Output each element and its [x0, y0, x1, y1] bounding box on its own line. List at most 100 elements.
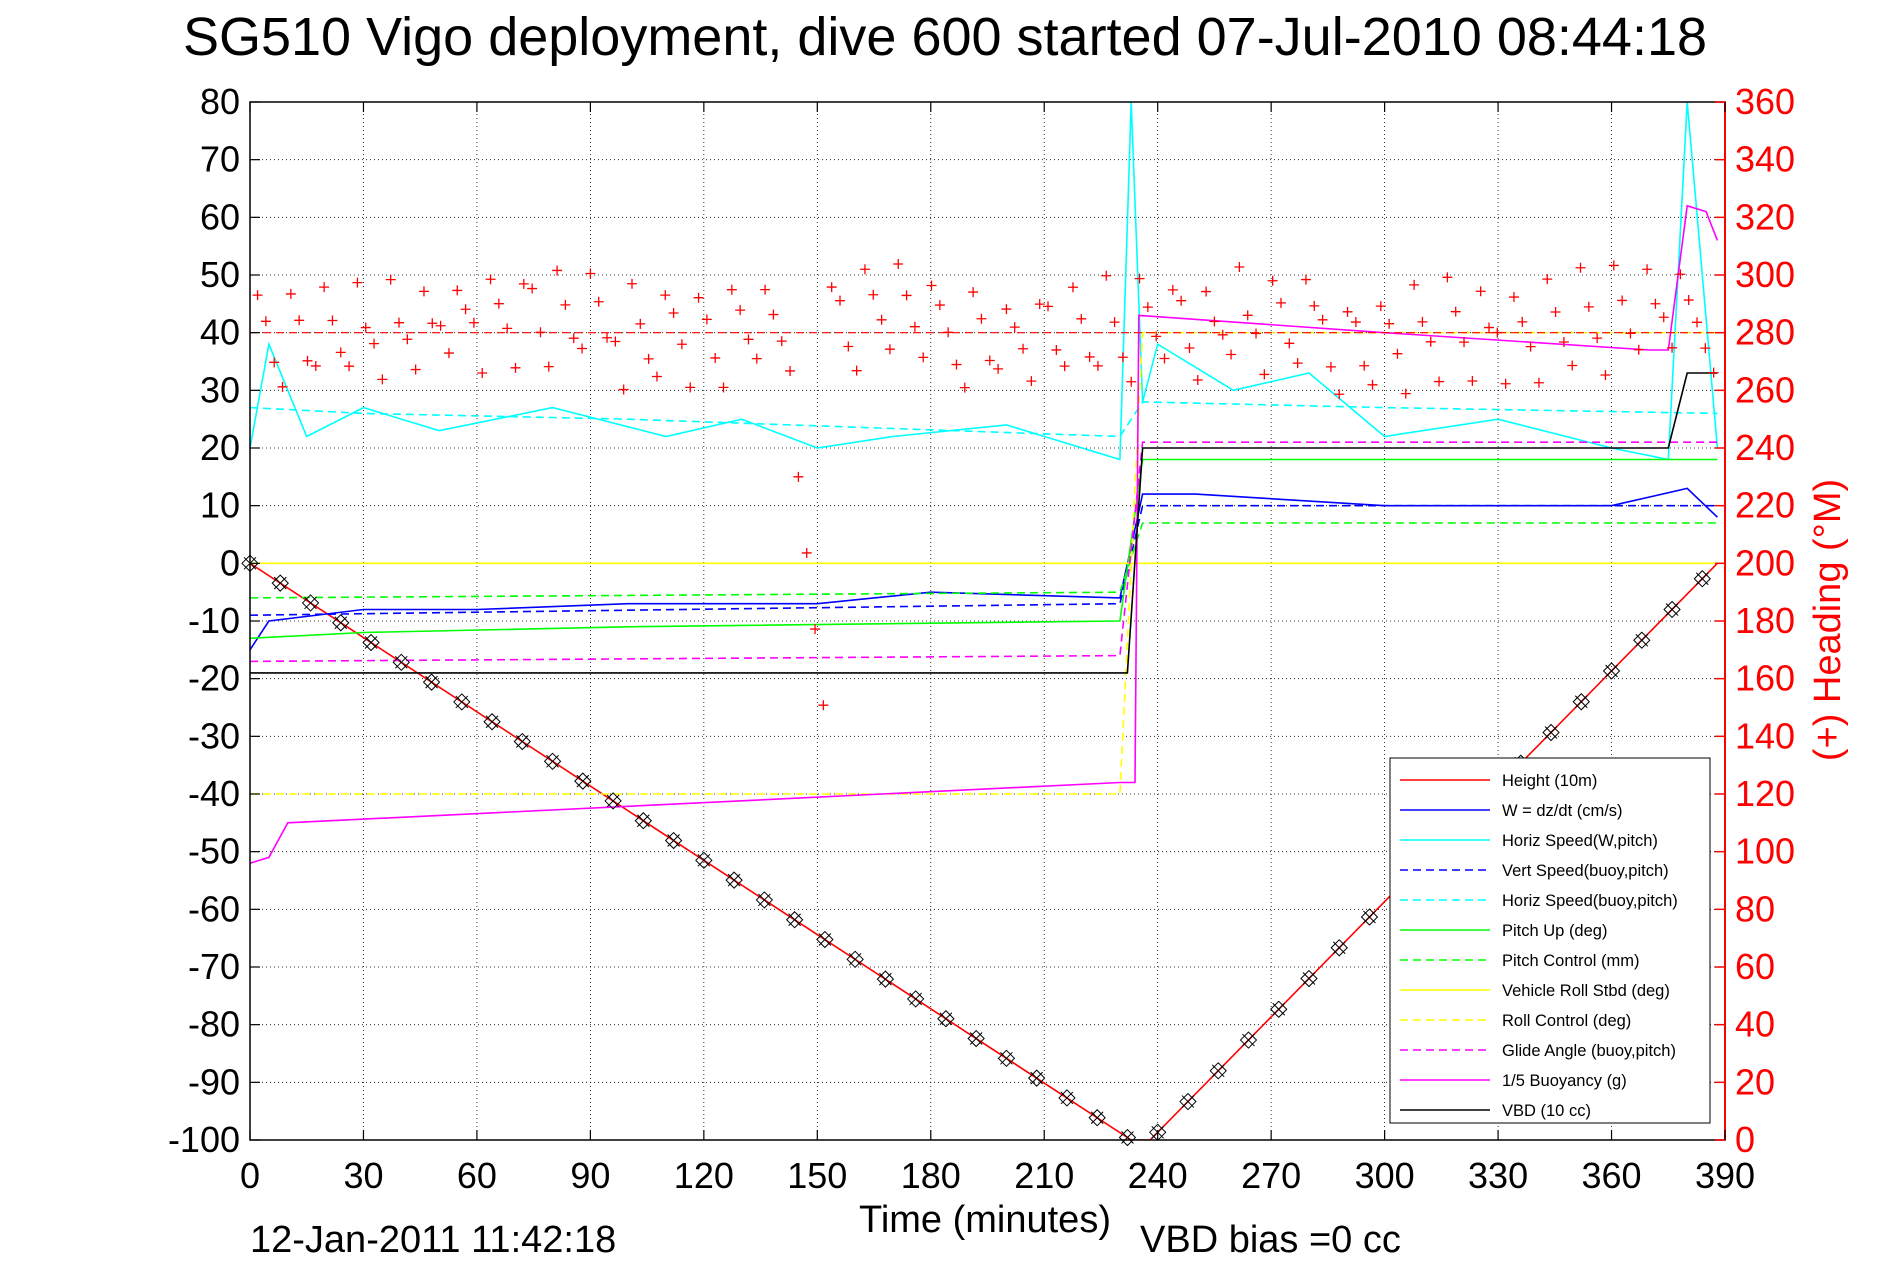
heading-marker-8	[319, 282, 330, 293]
height-marker-35	[1300, 969, 1318, 988]
yl-tick-label-18: -100	[168, 1119, 240, 1160]
x-tick-label-10: 300	[1355, 1155, 1415, 1196]
height-marker-5	[392, 653, 410, 672]
heading-marker-105	[1126, 376, 1137, 387]
heading-marker-77	[893, 258, 904, 269]
heading-marker-169	[1658, 312, 1669, 323]
yr-tick-label-0: 360	[1735, 81, 1795, 122]
heading-marker-149	[1492, 327, 1503, 338]
heading-marker-134	[1367, 379, 1378, 390]
heading-marker-57	[726, 284, 737, 295]
legend-entry-7: Vehicle Roll Stbd (deg)	[1502, 982, 1670, 1000]
heading-marker-112	[1184, 342, 1195, 353]
yr-tick-label-12: 120	[1735, 773, 1795, 814]
heading-marker-79	[909, 321, 920, 332]
height-marker-31	[1179, 1092, 1197, 1111]
heading-marker-124	[1284, 338, 1295, 349]
heading-marker-62	[768, 309, 779, 320]
height-marker-26	[1027, 1069, 1046, 1087]
heading-marker-172	[1683, 295, 1694, 306]
heading-marker-12	[352, 277, 363, 288]
heading-marker-114	[1201, 286, 1212, 297]
yr-tick-label-9: 180	[1735, 600, 1795, 641]
yl-tick-label-3: 50	[200, 254, 240, 295]
legend-entry-0: Height (10m)	[1502, 772, 1597, 790]
heading-marker-71	[843, 341, 854, 352]
heading-marker-66	[801, 547, 812, 558]
heading-marker-80	[918, 352, 929, 363]
height-marker-22	[906, 990, 925, 1008]
heading-marker-42	[602, 332, 613, 343]
series-line-10	[250, 204, 1719, 864]
left-y-axis-ticks: 80 70 60 50 40 30 20 10 0 -10 -20 -30 -40 -50 -60 -70 -8…	[168, 81, 260, 1160]
heading-marker-32	[518, 278, 529, 289]
height-marker-43	[1542, 723, 1560, 742]
heading-marker-36	[552, 265, 563, 276]
x-tick-label-4: 120	[674, 1155, 734, 1196]
yr-tick-label-15: 60	[1735, 946, 1775, 987]
height-marker-9	[513, 732, 532, 751]
heading-marker-69	[826, 282, 837, 293]
heading-marker-109	[1159, 353, 1170, 364]
heading-marker-1	[260, 316, 271, 327]
heading-marker-6	[302, 355, 313, 366]
heading-marker-84	[951, 359, 962, 370]
heading-marker-53	[693, 292, 704, 303]
height-marker-16	[725, 871, 743, 889]
legend-entry-11: VBD (10 cc)	[1502, 1102, 1591, 1120]
heading-marker-76	[884, 344, 895, 355]
heading-marker-29	[493, 298, 504, 309]
heading-marker-115	[1209, 316, 1220, 327]
heading-marker-18	[402, 334, 413, 345]
height-marker-10	[543, 752, 562, 771]
height-marker-27	[1058, 1089, 1076, 1107]
heading-marker-175	[1708, 367, 1719, 378]
heading-marker-133	[1359, 360, 1370, 371]
heading-marker-30	[502, 323, 513, 334]
heading-marker-154	[1533, 377, 1544, 388]
height-marker-2	[301, 594, 320, 612]
height-marker-12	[604, 792, 622, 810]
height-marker-7	[453, 693, 471, 711]
heading-marker-0	[252, 290, 263, 301]
right-y-axis-label: (+) Heading (°M)	[1807, 479, 1849, 761]
heading-marker-46	[635, 318, 646, 329]
heading-marker-61	[760, 284, 771, 295]
heading-marker-93	[1026, 376, 1037, 387]
heading-marker-107	[1142, 302, 1153, 313]
yr-tick-label-4: 280	[1735, 312, 1795, 353]
x-tick-label-7: 210	[1014, 1155, 1074, 1196]
series-line-3	[250, 504, 1718, 616]
legend-entry-4: Horiz Speed(buoy,pitch)	[1502, 892, 1678, 910]
heading-marker-97	[1059, 361, 1070, 372]
heading-marker-9	[327, 315, 338, 326]
heading-marker-100	[1084, 351, 1095, 362]
x-tick-label-1: 30	[343, 1155, 383, 1196]
heading-marker-40	[585, 268, 596, 279]
yr-tick-label-16: 40	[1735, 1004, 1775, 1045]
legend-entry-1: W = dz/dt (cm/s)	[1502, 802, 1623, 820]
heading-marker-67	[810, 624, 821, 635]
legend-entry-8: Roll Control (deg)	[1502, 1012, 1631, 1030]
heading-marker-102	[1101, 270, 1112, 281]
height-marker-17	[755, 891, 774, 909]
yl-tick-label-15: -70	[188, 946, 240, 987]
yl-tick-label-10: -20	[188, 658, 240, 699]
heading-marker-34	[535, 327, 546, 338]
heading-marker-27	[477, 368, 488, 379]
yr-tick-label-2: 320	[1735, 196, 1795, 237]
yr-tick-label-7: 220	[1735, 485, 1795, 526]
height-marker-3	[332, 614, 350, 632]
heading-marker-140	[1417, 316, 1428, 327]
heading-marker-49	[660, 290, 671, 301]
heading-marker-25	[460, 304, 471, 315]
heading-marker-41	[593, 296, 604, 307]
yl-tick-label-8: 0	[220, 542, 240, 583]
heading-marker-144	[1450, 306, 1461, 317]
heading-marker-55	[710, 352, 721, 363]
x-tick-label-8: 240	[1128, 1155, 1188, 1196]
heading-marker-110	[1167, 284, 1178, 295]
x-tick-label-0: 0	[240, 1155, 260, 1196]
x-tick-label-12: 360	[1581, 1155, 1641, 1196]
heading-marker-82	[934, 300, 945, 311]
